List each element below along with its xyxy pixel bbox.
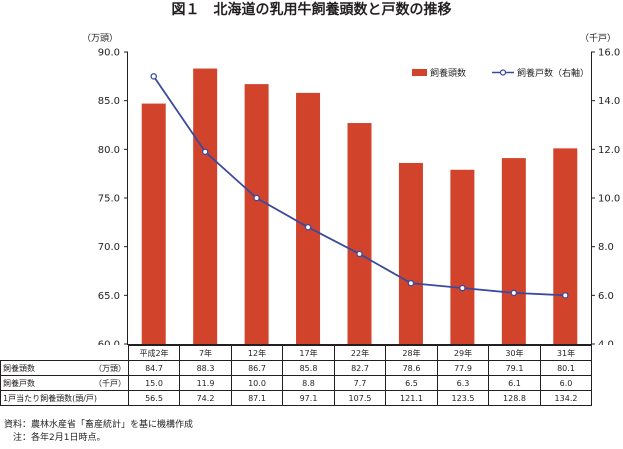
table-cell: 11.9 [179,375,232,391]
legend: 飼養頭数 飼養戸数（右軸） [412,67,589,79]
table-cell: 10.0 [231,375,283,391]
left-tick-label: 90.0 [98,48,120,59]
table-cell: 15.0 [128,375,180,391]
plot-frame [127,52,592,345]
table-cell: 78.6 [385,360,438,376]
table-cell: 82.7 [334,360,386,376]
legend-line-label: 飼養戸数（右軸） [517,67,589,79]
right-tick-label: 12.0 [598,145,620,156]
left-tick-label: 70.0 [98,242,120,253]
table-cell: 123.5 [437,390,489,406]
left-tick-label: 85.0 [98,96,120,107]
bar [347,123,372,344]
line-point [459,284,466,292]
right-tick-label: 6.0 [598,291,614,302]
left-axis: 60.0 65.0 70.0 75.0 80.0 85.0 90.0 [98,48,128,346]
row-header: （万頭） 飼養頭数 [0,360,129,376]
right-tick-label: 14.0 [598,96,620,107]
table-cell: 97.1 [282,390,335,406]
table-cell: 6.5 [385,375,438,391]
bar [193,68,218,345]
table-cell: 6.1 [488,375,541,391]
table-cell: 8.8 [282,375,335,391]
legend-bar-swatch [412,69,427,76]
line-point [304,223,312,231]
table-cell: 84.7 [128,360,180,376]
x-tick-label: 22年 [334,345,386,361]
left-axis-unit: （万頭） [82,33,118,44]
bar [501,158,526,344]
bar [141,103,166,344]
table-cell: 87.1 [231,390,283,406]
left-tick-label: 65.0 [98,291,120,302]
footnote: 注：各年2月1日時点。 [13,433,106,443]
x-tick-label: 平成2年 [128,345,180,361]
bar [296,92,321,344]
row-header: （千戸） 飼養戸数 [0,375,129,391]
bar [553,148,578,344]
table-row: （千戸） 飼養戸数 15.0 11.9 10.0 8.8 7.7 6.5 6.3 6.1 6.0 [0,375,592,391]
table-cell: 85.8 [282,360,335,376]
line-point [253,194,260,202]
x-tick-label: 17年 [282,345,335,361]
row-header: 1戸当たり飼養頭数(頭/戸) [0,390,129,406]
left-tick-label: 60.0 [98,340,120,346]
table-row: 1戸当たり飼養頭数(頭/戸) 56.5 74.2 87.1 97.1 107.5 121.1… [0,390,592,406]
left-tick-label: 75.0 [98,194,120,205]
table-cell: 88.3 [179,360,232,376]
chart-title: 図１ 北海道の乳用牛飼養頭数と戸数の推移 [171,2,452,18]
line-point [510,289,518,297]
x-tick-label: 12年 [231,345,283,361]
right-axis: 4.0 6.0 8.0 10.0 12.0 14.0 16.0 [591,48,620,346]
data-table: 平成2年 7年 12年 17年 22年 28年 29年 30年 31年 （万頭） 飼養頭数 84.7 8… [0,345,592,406]
row-unit: （万頭） [94,363,126,373]
bar-series [141,68,578,345]
table-cell: 80.1 [540,360,592,376]
combo-chart: （万頭） （千戸） 60.0 65.0 70.0 75.0 80.0 85.0 90.0 4… [82,33,620,346]
x-tick-label: 28年 [385,345,438,361]
table-cell: 6.0 [540,375,592,391]
line-series [150,73,569,299]
table-cell: 134.2 [540,390,592,406]
left-tick-label: 80.0 [98,145,120,156]
line-point [356,250,363,258]
bar [450,169,475,344]
line-point [562,292,569,299]
row-label: 飼養戸数 [3,378,35,388]
line-point [407,279,415,287]
right-tick-label: 4.0 [598,340,614,346]
right-axis-unit: （千戸） [580,33,616,44]
legend-bar-label: 飼養頭数 [430,67,466,79]
right-tick-label: 8.0 [598,242,614,253]
table-cell: 77.9 [437,360,489,376]
table-cell: 74.2 [179,390,232,406]
row-unit: （千戸） [94,378,126,388]
table-row: （万頭） 飼養頭数 84.7 88.3 86.7 85.8 82.7 78.6 77.9 79.1… [0,360,592,376]
x-tick-label: 29年 [437,345,489,361]
table-cell: 7.7 [334,375,386,391]
line-point [150,73,157,80]
bar [398,162,423,344]
table-cell: 128.8 [488,390,541,406]
table-cell: 121.1 [385,390,438,406]
table-cell: 79.1 [488,360,541,376]
table-cell: 6.3 [437,375,489,391]
right-tick-label: 10.0 [598,194,620,205]
bar [244,84,269,345]
line-point [201,148,209,156]
table-cell: 56.5 [128,390,180,406]
row-label: 飼養頭数 [3,363,35,373]
row-label: 1戸当たり飼養頭数(頭/戸) [3,393,98,403]
table-cell: 86.7 [231,360,283,376]
legend-line-marker [499,69,507,76]
x-tick-label: 30年 [488,345,541,361]
table-corner [0,345,129,361]
table-cell: 107.5 [334,390,386,406]
right-tick-label: 16.0 [598,48,620,59]
x-tick-label: 7年 [179,345,232,361]
source-note: 資料：農林水産省「畜産統計」を基に機構作成 [4,420,194,430]
x-tick-label: 31年 [540,345,592,361]
